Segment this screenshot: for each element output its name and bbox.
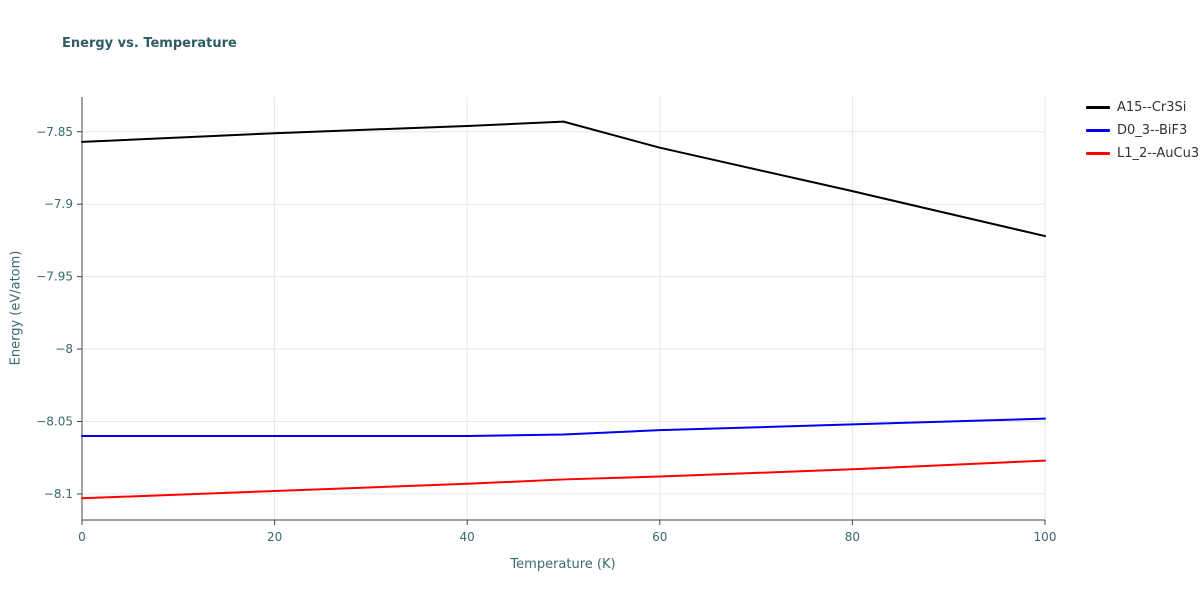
x-tick-label: 20 bbox=[267, 530, 282, 544]
x-tick-label: 40 bbox=[460, 530, 475, 544]
legend-swatch-icon bbox=[1086, 129, 1110, 132]
y-axis-label: Energy (eV/atom) bbox=[8, 250, 24, 366]
chart-title: Energy vs. Temperature bbox=[62, 36, 237, 51]
y-tick-label: −7.9 bbox=[44, 197, 73, 211]
legend: A15--Cr3Si D0_3--BiF3 L1_2--AuCu3 bbox=[1086, 100, 1199, 161]
legend-label: L1_2--AuCu3 bbox=[1117, 146, 1200, 161]
y-tick-label: −8.05 bbox=[36, 414, 73, 428]
legend-item: L1_2--AuCu3 bbox=[1086, 146, 1199, 161]
legend-label: A15--Cr3Si bbox=[1117, 100, 1187, 115]
x-tick-label: 0 bbox=[78, 530, 86, 544]
y-tick-label: −8.1 bbox=[44, 487, 73, 501]
series-line-D0_3--BiF3 bbox=[81, 417, 1046, 437]
legend-swatch-icon bbox=[1086, 106, 1110, 109]
x-tick-label: 80 bbox=[845, 530, 860, 544]
legend-item: D0_3--BiF3 bbox=[1086, 123, 1199, 138]
legend-item: A15--Cr3Si bbox=[1086, 100, 1199, 115]
series-line-A15--Cr3Si bbox=[81, 120, 1046, 238]
legend-label: D0_3--BiF3 bbox=[1117, 123, 1188, 138]
x-axis-label: Temperature (K) bbox=[510, 557, 616, 572]
y-tick-label: −7.95 bbox=[36, 270, 73, 284]
series-line-L1_2--AuCu3 bbox=[81, 459, 1046, 500]
legend-swatch-icon bbox=[1086, 152, 1110, 155]
y-tick-label: −8 bbox=[55, 342, 73, 356]
x-tick-label: 60 bbox=[652, 530, 667, 544]
y-tick-label: −7.85 bbox=[36, 125, 73, 139]
x-tick-label: 100 bbox=[1034, 530, 1057, 544]
